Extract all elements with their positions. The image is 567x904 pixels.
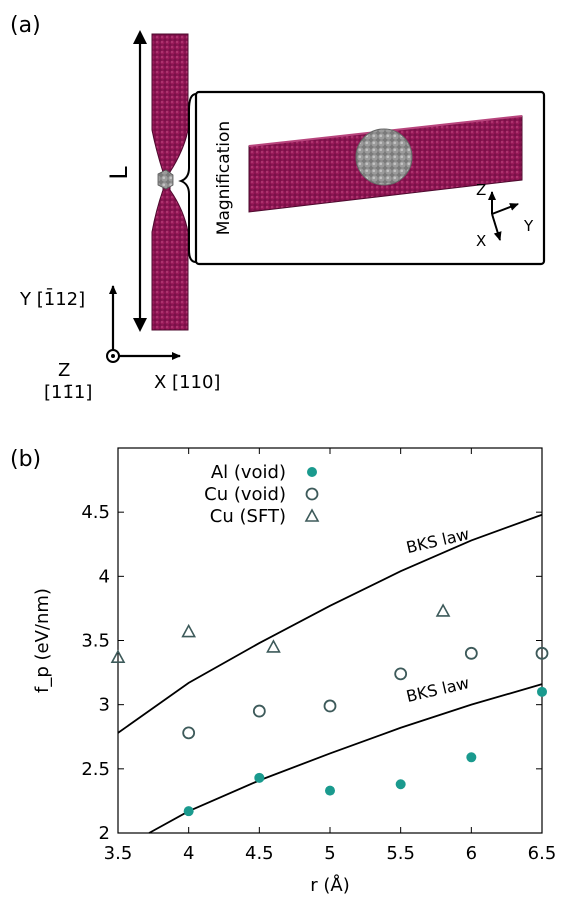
data-point xyxy=(535,646,549,660)
data-point xyxy=(110,649,126,663)
legend-label: Al (void) xyxy=(211,462,286,483)
data-point xyxy=(464,646,478,660)
inset-y-label: Y xyxy=(523,217,534,235)
data-point xyxy=(252,704,266,718)
data-point xyxy=(182,726,196,740)
data-point xyxy=(325,785,335,796)
x-tick-label: 6 xyxy=(466,843,477,864)
inset-x-label: X xyxy=(476,232,486,250)
x-tick-label: 5.5 xyxy=(386,843,415,864)
inset-z-label: Z xyxy=(476,181,486,199)
x-tick-label: 5 xyxy=(324,843,335,864)
data-point xyxy=(181,623,197,638)
data-point xyxy=(435,603,451,617)
data-point xyxy=(537,686,547,697)
legend-label: Cu (SFT) xyxy=(210,506,286,527)
bks-law-curve xyxy=(117,513,543,734)
x-tick-label: 6.5 xyxy=(528,843,557,864)
y-axis-title: f_p (eV/nm) xyxy=(32,588,53,693)
x-tick-label: 4.5 xyxy=(245,843,274,864)
inset-y-axis xyxy=(491,203,519,215)
y-tick-label: 3.5 xyxy=(81,631,110,652)
z-axis-label: Z xyxy=(58,360,70,381)
legend-label: Cu (void) xyxy=(204,484,286,505)
panel-a-label: (a) xyxy=(10,13,41,38)
length-arrow-top-head xyxy=(133,30,147,44)
panel-a: (a) L Magnification Z Y X Y [1̄12] X [11… xyxy=(10,13,546,403)
legend-marker xyxy=(305,487,319,501)
inset-label: Magnification xyxy=(214,121,234,235)
panel-b: (b) 3.5 4 4.5 5 5.5 6 6.5 2 2.5 3 3.5 4 4.5 r (Å) f_p … xyxy=(10,447,556,896)
panel-b-label: (b) xyxy=(10,447,41,472)
z-direction-label: [11̄1] xyxy=(44,382,92,403)
x-axis-title: r (Å) xyxy=(310,874,349,896)
x-tick-label: 4 xyxy=(183,843,194,864)
chart: 3.5 4 4.5 5 5.5 6 6.5 2 2.5 3 3.5 4 4.5 r (Å) f_p (eV/… xyxy=(32,447,557,896)
y-axis-label: Y [1̄12] xyxy=(19,288,85,310)
y-tick-label: 4 xyxy=(99,566,110,587)
plot-frame xyxy=(117,447,543,834)
y-tick-label: 2.5 xyxy=(81,759,110,780)
data-point xyxy=(254,772,265,783)
inset-x-axis xyxy=(491,213,502,241)
y-tick-label: 3 xyxy=(99,695,110,716)
length-label: L xyxy=(105,166,133,180)
length-arrow-bottom-head xyxy=(133,318,147,332)
bks-law-label: BKS law xyxy=(404,524,471,557)
z-axis-dot xyxy=(111,354,115,358)
bks-law-curve xyxy=(148,683,543,834)
bks-law-label: BKS law xyxy=(404,673,471,706)
data-point xyxy=(395,779,406,790)
data-point xyxy=(466,752,477,763)
data-point xyxy=(183,806,194,817)
y-tick-label: 2 xyxy=(99,823,110,844)
x-axis-label: X [110] xyxy=(154,372,220,393)
y-tick-label: 4.5 xyxy=(81,502,110,523)
magnification-bracket xyxy=(178,93,197,263)
data-point xyxy=(266,639,281,653)
data-point xyxy=(394,667,408,681)
data-point xyxy=(323,699,337,713)
inset-void-cluster xyxy=(355,128,413,186)
legend-marker xyxy=(307,467,317,477)
void-cluster xyxy=(157,169,174,190)
legend-marker xyxy=(304,508,320,522)
x-tick-label: 3.5 xyxy=(104,843,133,864)
